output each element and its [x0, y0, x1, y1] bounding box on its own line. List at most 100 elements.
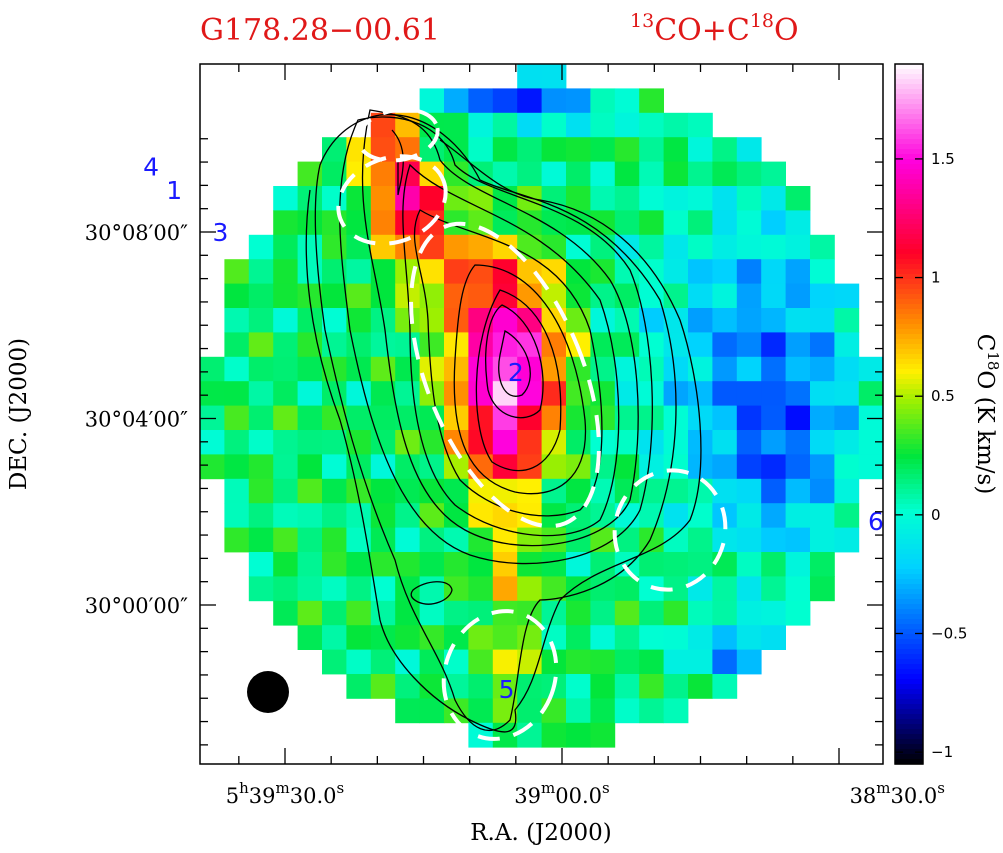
- heatmap-cell: [492, 381, 518, 406]
- heatmap-cell: [200, 381, 225, 406]
- heatmap-cell: [663, 137, 689, 162]
- colorbar-segment: [895, 429, 923, 435]
- heatmap-cell: [590, 430, 616, 455]
- heatmap-cell: [688, 674, 713, 699]
- heatmap-cell: [736, 210, 762, 236]
- heatmap-cell: [492, 112, 518, 138]
- colorbar-segment: [895, 79, 923, 85]
- colorbar-segment: [895, 624, 923, 630]
- colorbar-segment: [895, 409, 923, 415]
- heatmap-cell: [590, 722, 616, 748]
- heatmap-cell: [297, 356, 323, 382]
- heatmap-cell: [639, 552, 664, 577]
- heatmap-cell: [590, 356, 616, 382]
- colorbar-segment: [895, 379, 923, 385]
- colorbar-segment: [895, 539, 923, 545]
- heatmap-cell: [566, 649, 591, 675]
- colorbar-tick-label: −1: [931, 743, 953, 761]
- source-ellipse: [336, 154, 448, 246]
- heatmap-cell: [663, 112, 689, 138]
- heatmap-cell: [663, 478, 689, 504]
- heatmap-cell: [444, 137, 469, 162]
- colorbar-segment: [895, 654, 923, 660]
- colorbar-segment: [895, 494, 923, 500]
- colorbar-segment: [895, 349, 923, 355]
- heatmap-cell: [444, 308, 469, 333]
- chart-title-left: G178.28−00.61: [200, 13, 440, 48]
- heatmap-cell: [492, 454, 518, 480]
- heatmap-cell: [785, 527, 811, 553]
- heatmap-cell: [590, 600, 616, 626]
- heatmap-cell: [444, 454, 469, 480]
- heatmap-cell: [517, 161, 542, 187]
- heatmap-cell: [273, 186, 298, 211]
- colorbar-segment: [895, 364, 923, 370]
- heatmap-cell: [663, 161, 689, 187]
- colorbar-segment: [895, 199, 923, 205]
- heatmap-cell: [639, 600, 664, 626]
- heatmap-cell: [566, 625, 591, 650]
- heatmap-cell: [297, 503, 323, 528]
- heatmap-cell: [663, 234, 689, 260]
- heatmap-cell: [639, 649, 664, 675]
- heatmap-cell: [370, 332, 396, 358]
- heatmap-cell: [346, 283, 372, 309]
- heatmap-cell: [663, 283, 689, 309]
- heatmap-cell: [273, 600, 298, 626]
- heatmap-cell: [395, 600, 420, 626]
- heatmap-cell: [712, 161, 738, 187]
- heatmap-cell: [248, 454, 274, 480]
- heatmap-cell: [468, 356, 494, 382]
- heatmap-cell: [322, 600, 347, 626]
- heatmap-cell: [322, 625, 347, 650]
- heatmap-cell: [834, 356, 860, 382]
- heatmap-cell: [517, 527, 542, 553]
- colorbar-segment: [895, 724, 923, 730]
- heatmap-cell: [273, 405, 298, 431]
- heatmap-cell: [614, 625, 640, 650]
- source-label-5: 5: [499, 675, 515, 704]
- heatmap-cell: [370, 161, 396, 187]
- heatmap-cell: [712, 259, 738, 284]
- heatmap-cell: [370, 283, 396, 309]
- heatmap-cell: [810, 308, 835, 333]
- heatmap-cell: [444, 186, 469, 211]
- heatmap-cell: [468, 625, 494, 650]
- heatmap-cell: [663, 430, 689, 455]
- heatmap-cell: [712, 186, 738, 211]
- heatmap-cell: [614, 600, 640, 626]
- heatmap-cell: [688, 478, 713, 504]
- heatmap-cell: [517, 430, 542, 455]
- colorbar-segment: [895, 254, 923, 260]
- heatmap-cell: [273, 210, 298, 236]
- heatmap-cell: [273, 356, 298, 382]
- frame-ticks: [200, 64, 883, 764]
- heatmap-cell: [761, 503, 786, 528]
- heatmap-cell: [248, 478, 274, 504]
- contour-line: [498, 329, 531, 397]
- colorbar-segment: [895, 454, 923, 460]
- heatmap-cell: [492, 405, 518, 431]
- colorbar-segment: [895, 134, 923, 140]
- colorbar-segment: [895, 569, 923, 575]
- heatmap-cell: [663, 600, 689, 626]
- colorbar-segment: [895, 484, 923, 490]
- heatmap-cell: [444, 674, 469, 699]
- heatmap-cell: [614, 527, 640, 553]
- heatmap-cell: [614, 88, 640, 114]
- heatmap-cell: [834, 527, 860, 553]
- heatmap-cell: [736, 576, 762, 602]
- heatmap-cell: [663, 356, 689, 382]
- heatmap-cell: [712, 234, 738, 260]
- colorbar-segment: [895, 314, 923, 320]
- heatmap-cell: [566, 161, 591, 187]
- heatmap-cell: [639, 161, 664, 187]
- colorbar-segment: [895, 94, 923, 100]
- heatmap-cell: [566, 503, 591, 528]
- heatmap-cell: [688, 259, 713, 284]
- heatmap-cell: [370, 381, 396, 406]
- colorbar-segment: [895, 414, 923, 420]
- colorbar-segment: [895, 609, 923, 615]
- heatmap-cell: [590, 283, 616, 309]
- heatmap-cell: [541, 552, 567, 577]
